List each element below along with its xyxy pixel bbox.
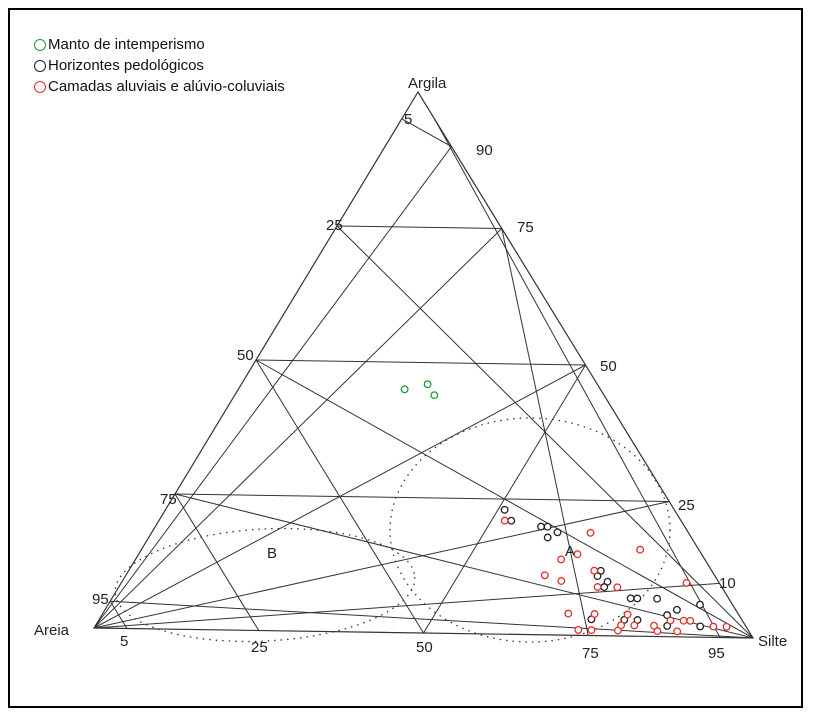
legend-label: Horizontes pedológicos [48, 57, 204, 74]
data-point [613, 583, 622, 592]
data-point [682, 578, 691, 587]
grid-line [174, 493, 260, 631]
data-point [564, 609, 573, 618]
data-point [666, 616, 675, 625]
data-point [537, 522, 545, 531]
data-point [653, 594, 662, 603]
tick-label-right: 10 [719, 575, 736, 592]
legend-marker-green [34, 38, 46, 51]
data-point [679, 616, 688, 625]
data-point [573, 550, 582, 559]
region-label-b: B [267, 545, 277, 562]
legend-marker-black [34, 59, 46, 72]
data-point [672, 605, 681, 614]
tick-label-bottom: 25 [251, 639, 268, 656]
legend-item-camadas: Camadas aluviais e alúvio-coluviais [34, 76, 285, 97]
tick-label-left: 25 [326, 217, 343, 234]
legend-marker-red [34, 80, 46, 93]
grid-line [109, 600, 128, 629]
tick-label-right: 90 [476, 142, 493, 159]
ternary-plot: Argila Areia Silte 95 75 50 25 5 90 75 50 25 10 5 25 50… [34, 75, 787, 662]
data-point [709, 622, 718, 631]
legend: Manto de intemperismo Horizontes pedológ… [34, 34, 285, 97]
vertex-label-areia: Areia [34, 622, 70, 639]
data-point [686, 616, 695, 625]
data-point [543, 533, 552, 542]
tick-label-left: 95 [92, 591, 109, 608]
tick-label-bottom: 95 [708, 645, 725, 662]
data-point [633, 594, 642, 603]
grid-line [174, 493, 670, 502]
data-point [593, 583, 602, 591]
grid-line [401, 118, 452, 148]
data-point [590, 610, 599, 618]
grid-line [336, 225, 502, 229]
legend-label: Manto de intemperismo [48, 36, 205, 53]
region-a-ellipse [389, 417, 671, 643]
grid-line [434, 119, 721, 638]
legend-item-horizontes: Horizontes pedológicos [34, 55, 285, 76]
data-point [586, 528, 595, 537]
tick-label-bottom: 5 [120, 633, 128, 650]
tick-label-right: 75 [517, 219, 534, 236]
data-point [673, 627, 682, 636]
data-point [623, 610, 632, 619]
data-point [696, 622, 705, 631]
data-point [500, 505, 509, 514]
vertex-label-silte: Silte [758, 633, 787, 650]
data-point [696, 600, 704, 609]
tick-label-bottom: 75 [582, 645, 599, 662]
legend-item-manto: Manto de intemperismo [34, 34, 285, 55]
vertex-label-argila: Argila [408, 75, 447, 92]
data-point [500, 516, 509, 525]
data-point [600, 583, 609, 592]
legend-label: Camadas aluviais e alúvio-coluviais [48, 78, 285, 95]
data-point [423, 380, 432, 389]
data-point [430, 391, 439, 400]
data-point [557, 577, 566, 585]
tick-label-right: 50 [600, 358, 617, 375]
tick-label-left: 5 [404, 111, 412, 128]
tick-label-right: 25 [678, 497, 695, 514]
tick-label-left: 50 [237, 347, 254, 364]
data-point [400, 385, 409, 394]
data-point [636, 545, 645, 554]
region-label-a: A [565, 543, 575, 560]
region-b-ellipse [114, 527, 416, 643]
data-point [653, 627, 662, 636]
data-point [663, 611, 672, 620]
data-point [630, 621, 639, 630]
data-point [587, 626, 596, 635]
grid-line [255, 359, 586, 366]
data-point [722, 622, 731, 631]
data-point [574, 625, 583, 634]
data-point [617, 621, 626, 630]
chart-frame: Argila Areia Silte 95 75 50 25 5 90 75 50 25 10 5 25 50… [8, 8, 803, 708]
data-point [540, 571, 549, 580]
data-point [553, 528, 562, 537]
tick-label-bottom: 50 [416, 639, 433, 656]
data-point [543, 522, 552, 531]
data-point [590, 566, 599, 575]
data-point [557, 555, 566, 564]
data-point [626, 594, 635, 603]
data-point [650, 621, 658, 630]
grid-line [501, 228, 589, 636]
data-point [507, 516, 516, 525]
tick-label-left: 75 [160, 491, 177, 508]
